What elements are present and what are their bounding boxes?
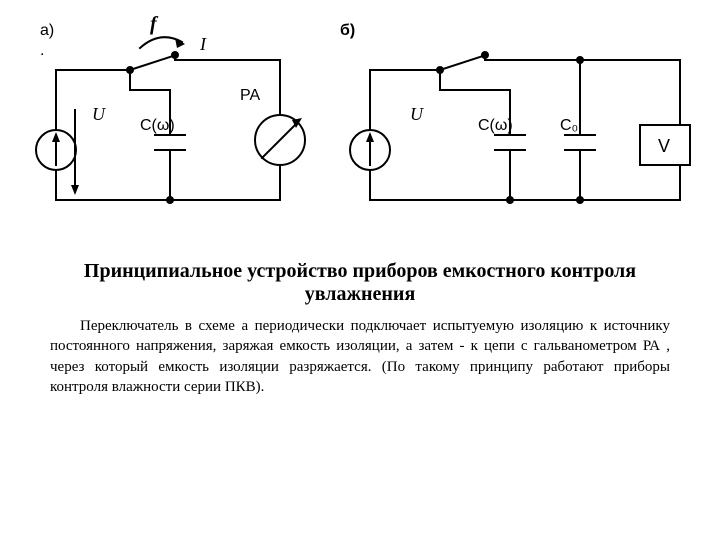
- title: Принципиальное устройство приборов емкос…: [60, 260, 660, 306]
- label-Cw-a: С(ω): [140, 117, 175, 134]
- label-f: f: [150, 13, 159, 35]
- label-U-b: U: [410, 104, 424, 124]
- label-U-a: U: [92, 104, 106, 124]
- label-C0: С₀: [560, 117, 578, 134]
- label-b: б): [340, 22, 355, 39]
- label-V: V: [658, 136, 670, 156]
- svg-text:.: .: [40, 42, 44, 59]
- label-Cw-b: С(ω): [478, 117, 513, 134]
- description-paragraph: Переключатель в схеме а периодически под…: [50, 316, 670, 397]
- label-PA: PA: [240, 87, 260, 104]
- circuit-diagrams: а) . U f I: [0, 0, 720, 240]
- label-a: а): [40, 22, 54, 39]
- label-I: I: [199, 34, 207, 54]
